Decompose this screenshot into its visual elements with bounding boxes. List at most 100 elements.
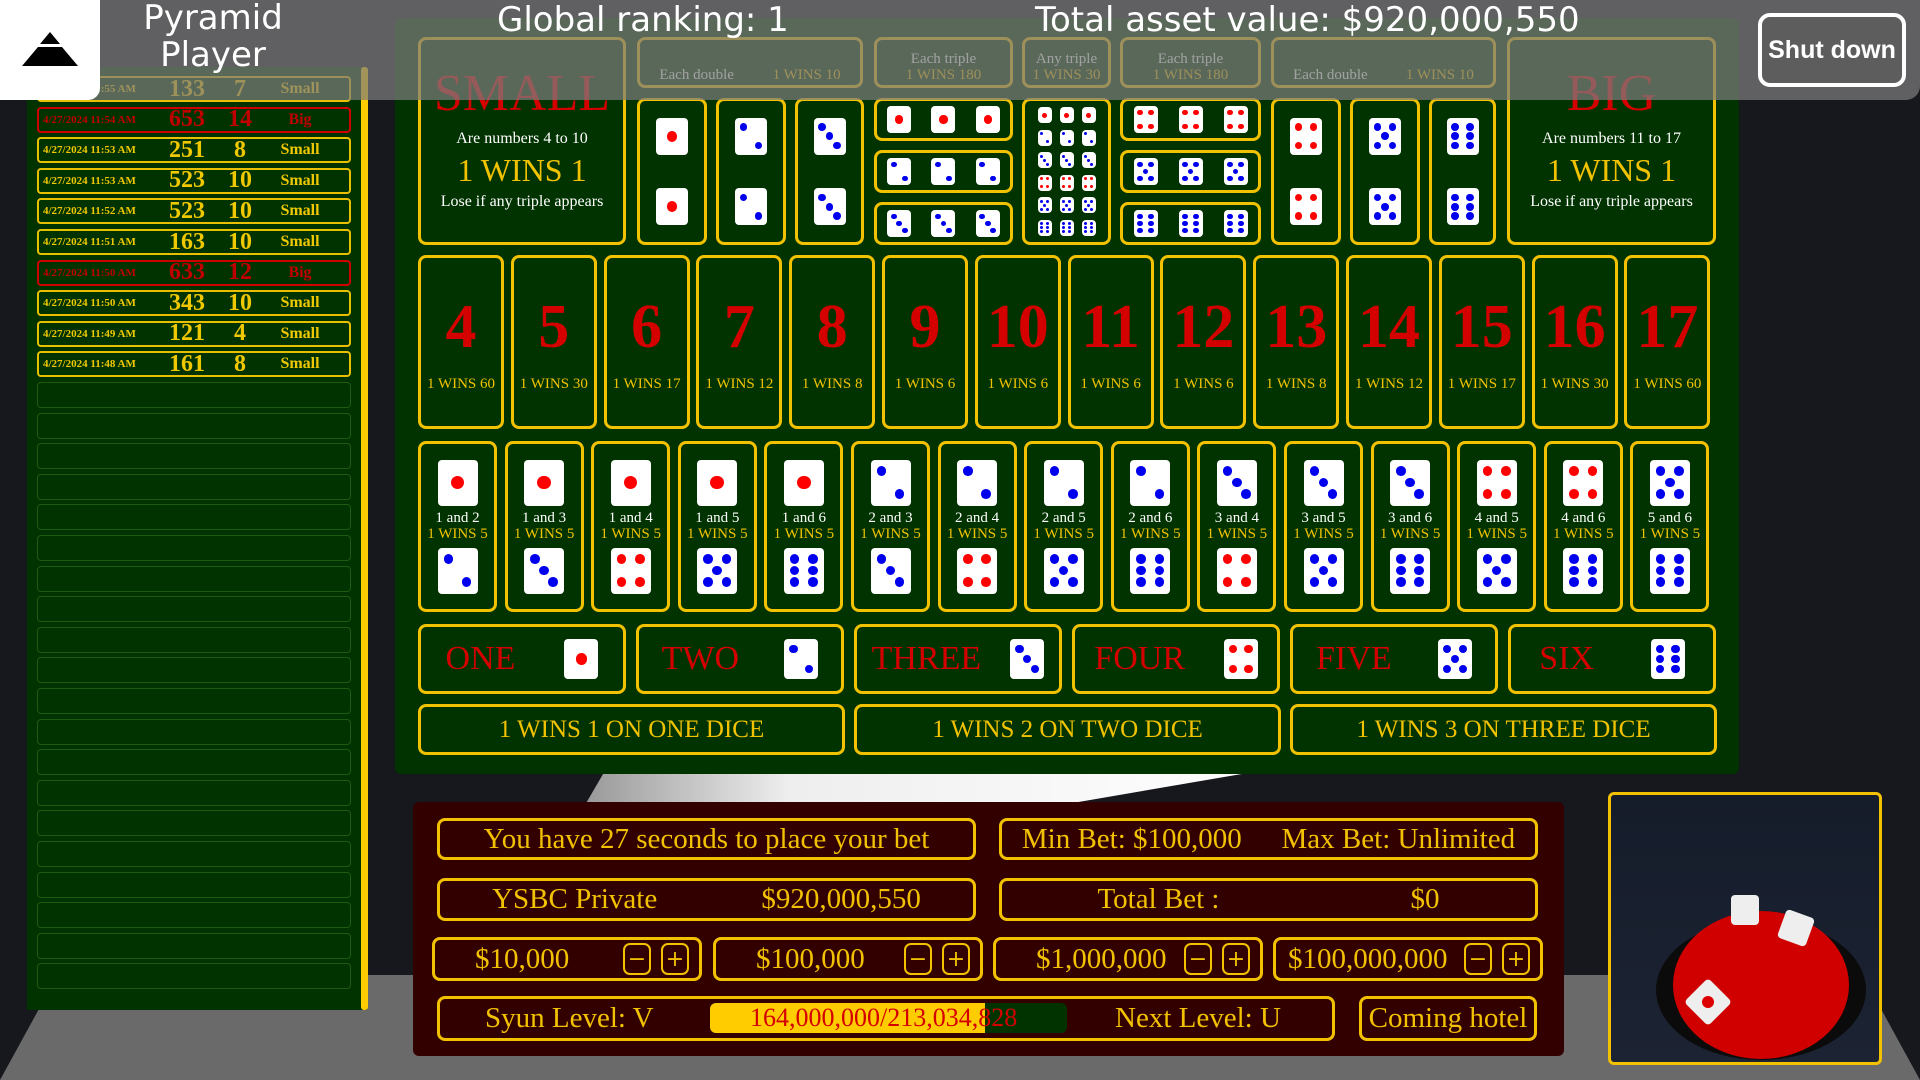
die-face-1-icon <box>975 105 1000 134</box>
bet-total-5[interactable]: 5 1 WINS 30 <box>510 255 597 429</box>
bet-single-2[interactable]: TWO <box>636 624 844 694</box>
die-face-4-icon <box>1563 459 1604 506</box>
shutdown-button[interactable]: Shut down <box>1758 13 1906 87</box>
pip <box>1228 645 1237 654</box>
pip <box>1136 565 1146 576</box>
bet-total-9[interactable]: 9 1 WINS 6 <box>882 255 968 429</box>
bet-double-4[interactable] <box>1271 98 1341 245</box>
bet-triple-4[interactable] <box>1120 98 1261 141</box>
pip <box>1309 193 1318 202</box>
any-triple-row <box>1037 197 1096 214</box>
bet-double-6[interactable] <box>1429 98 1496 245</box>
pyramid-icon[interactable] <box>0 0 100 100</box>
bet-triple-1[interactable] <box>874 98 1013 141</box>
bet-single-1[interactable]: ONE <box>418 624 626 694</box>
pip <box>1068 177 1072 181</box>
die-face-2-icon <box>735 188 767 226</box>
bet-triple-2[interactable] <box>874 150 1013 193</box>
pip <box>1451 141 1459 150</box>
bet-total-4[interactable]: 4 1 WINS 60 <box>418 255 504 429</box>
history-sum: 10 <box>228 197 252 224</box>
chip-minus-button[interactable]: − <box>1464 943 1492 975</box>
combo-wins: 1 WINS 5 <box>1466 525 1527 542</box>
chip-value[interactable]: $10,000 <box>475 942 570 975</box>
die-face-1-icon <box>697 459 738 506</box>
bet-triple-6[interactable] <box>1120 202 1261 245</box>
chip-plus-button[interactable]: + <box>1502 943 1530 975</box>
chip-minus-button[interactable]: − <box>623 943 651 975</box>
bet-double-5[interactable] <box>1350 98 1420 245</box>
pip <box>963 554 973 564</box>
bet-single-5[interactable]: FIVE <box>1290 624 1498 694</box>
bet-total-10[interactable]: 10 1 WINS 6 <box>974 255 1061 429</box>
pip <box>1068 162 1072 166</box>
die-face-4-icon <box>1037 174 1052 191</box>
bet-triple-3[interactable] <box>874 202 1013 245</box>
bet-double-3[interactable] <box>795 98 864 245</box>
history-scrollbar[interactable] <box>361 67 368 1010</box>
chip-value[interactable]: $100,000 <box>756 942 865 975</box>
history-row-empty <box>37 504 351 531</box>
bet-total-7[interactable]: 7 1 WINS 12 <box>696 255 783 429</box>
bet-total-12[interactable]: 12 1 WINS 6 <box>1160 255 1247 429</box>
multi-label: 1 WINS 1 ON ONE DICE <box>498 715 765 743</box>
pip <box>1083 207 1087 211</box>
bet-total-14[interactable]: 14 1 WINS 12 <box>1346 255 1432 429</box>
bet-total-15[interactable]: 15 1 WINS 17 <box>1438 255 1525 429</box>
current-level: Syun Level: V <box>485 1002 654 1034</box>
bet-double-1[interactable] <box>637 98 707 245</box>
pip <box>1466 132 1474 141</box>
history-row: 4/27/2024 11:48 AM 161 8 Small <box>37 351 351 378</box>
pip <box>935 161 941 168</box>
level-box: Syun Level: V 164,000,000/213,034,828 Ne… <box>437 996 1335 1041</box>
bet-total-17[interactable]: 17 1 WINS 60 <box>1624 255 1711 429</box>
pip <box>1451 132 1459 141</box>
chip-value[interactable]: $1,000,000 <box>1036 942 1167 975</box>
bet-single-4[interactable]: FOUR <box>1072 624 1280 694</box>
pip <box>1241 489 1251 499</box>
pip <box>1086 112 1091 118</box>
chip-plus-button[interactable]: + <box>1222 943 1250 975</box>
chip-minus-button[interactable]: − <box>1184 943 1212 975</box>
pip <box>754 141 763 150</box>
bet-single-6[interactable]: SIX <box>1508 624 1716 694</box>
bet-triple-5[interactable] <box>1120 150 1261 193</box>
bet-total-11[interactable]: 11 1 WINS 6 <box>1067 255 1154 429</box>
pip <box>635 577 645 587</box>
chip-value[interactable]: $100,000,000 <box>1288 942 1448 975</box>
bet-any-triple[interactable] <box>1022 98 1111 245</box>
pip <box>712 565 723 576</box>
combo-label: 1 and 3 <box>522 509 567 526</box>
chip-plus-button[interactable]: + <box>942 943 970 975</box>
pip <box>1222 466 1233 476</box>
chip-minus-button[interactable]: − <box>904 943 932 975</box>
bet-total-8[interactable]: 8 1 WINS 8 <box>789 255 876 429</box>
bet-single-3[interactable]: THREE <box>854 624 1062 694</box>
history-sum: 10 <box>228 167 252 194</box>
bet-total-6[interactable]: 6 1 WINS 17 <box>603 255 690 429</box>
history-row-empty <box>37 871 351 898</box>
coming-hotel-button[interactable]: Coming hotel <box>1359 996 1537 1041</box>
pip <box>1309 141 1318 150</box>
chip-plus-button[interactable]: + <box>661 943 689 975</box>
pip <box>1046 162 1050 166</box>
pip <box>1241 554 1251 564</box>
bet-total-13[interactable]: 13 1 WINS 8 <box>1253 255 1340 429</box>
bet-total-16[interactable]: 16 1 WINS 30 <box>1531 255 1618 429</box>
bet-double-2[interactable] <box>716 98 786 245</box>
